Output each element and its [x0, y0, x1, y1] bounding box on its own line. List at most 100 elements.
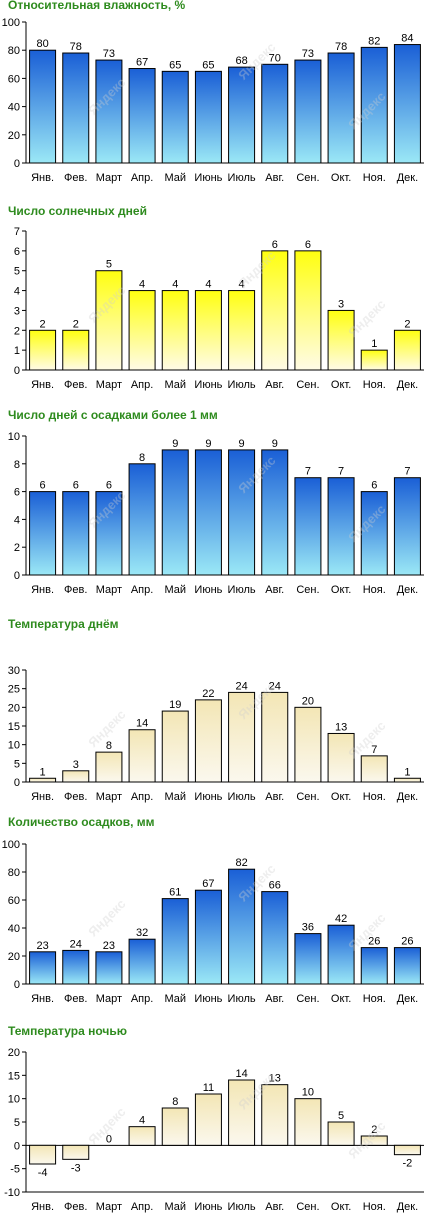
bar [228, 1079, 256, 1146]
x-tick-label: Июнь [194, 584, 222, 596]
chart-plot: 0 20 40 60 80 100 23 Янв. 24 Фев. 23 Март 32 Апр. 61 Ма… [2, 839, 424, 1005]
chart-title: Количество осадков, мм [8, 815, 155, 829]
x-tick-label: Фев. [64, 584, 87, 596]
x-tick-label: Март [96, 791, 122, 803]
bar [161, 290, 189, 371]
bar [228, 449, 256, 576]
y-tick-label: 40 [8, 102, 20, 114]
chart-title: Число солнечных дней [8, 204, 147, 218]
x-tick-label: Янв. [31, 172, 54, 184]
data-label: 3 [73, 759, 79, 771]
chart-title: Температура днём [8, 617, 119, 631]
chart-plot: 0 20 40 60 80 100 80 Янв. 78 Фев. 73 Март 67 Апр. 65 Ма… [2, 17, 424, 184]
data-label: 7 [371, 744, 377, 756]
x-tick-label: Ноя. [363, 584, 386, 596]
bar [194, 449, 222, 576]
data-label: 0 [106, 1133, 112, 1145]
data-label: 14 [235, 1068, 247, 1080]
bar [261, 449, 289, 576]
y-tick-label: 30 [8, 665, 20, 677]
x-tick-label: Фев. [64, 791, 87, 803]
chart-6: Температура ночью -10 -5 0 5 10 15 20 -4 Янв. -3 Фе… [0, 1024, 427, 1222]
data-label: 4 [172, 279, 178, 291]
data-label: 9 [172, 438, 178, 450]
x-tick-label: Янв. [31, 379, 54, 391]
y-tick-label: 80 [8, 45, 20, 57]
bar [294, 250, 322, 371]
data-label: 6 [106, 480, 112, 492]
data-label: 9 [272, 438, 278, 450]
data-label: 73 [103, 48, 115, 60]
chart-title: Относительная влажность, % [8, 0, 186, 12]
data-label: 2 [371, 1124, 377, 1136]
data-label: 36 [302, 922, 314, 934]
x-tick-label: Авг. [265, 1201, 284, 1213]
x-tick-label: Апр. [131, 791, 153, 803]
bar [261, 63, 289, 164]
chart-2: Число солнечных дней 0 1 2 3 4 5 6 7 2 Янв. 2 Фев. 5 М… [0, 204, 427, 400]
bar [228, 868, 256, 985]
data-label: 24 [269, 680, 281, 692]
bar [360, 491, 388, 576]
bar [62, 329, 90, 371]
bar [294, 1098, 322, 1146]
x-tick-label: Июль [228, 172, 256, 184]
y-tick-label: -10 [4, 1187, 20, 1199]
x-tick-label: Авг. [265, 993, 284, 1005]
bar [294, 477, 322, 576]
x-tick-label: Март [96, 172, 122, 184]
data-label: 70 [269, 52, 281, 64]
data-label: 7 [305, 466, 311, 478]
x-tick-label: Дек. [397, 1201, 418, 1213]
bar [161, 70, 189, 164]
chart-title: Температура ночью [8, 1024, 127, 1038]
data-label: 11 [203, 1082, 214, 1094]
bar [360, 46, 388, 164]
data-label: 4 [205, 279, 211, 291]
bar [29, 1144, 57, 1165]
x-tick-label: Сен. [296, 993, 319, 1005]
x-tick-label: Март [96, 993, 122, 1005]
chart-5: Количество осадков, мм 0 20 40 60 80 100 23 Янв.… [0, 815, 427, 1014]
bar [194, 70, 222, 164]
data-label: 1 [404, 766, 410, 778]
data-label: -3 [71, 1162, 81, 1174]
x-tick-label: Июнь [194, 791, 222, 803]
y-tick-label: 5 [14, 1117, 20, 1129]
bar [29, 951, 57, 985]
data-label: 32 [136, 927, 148, 939]
data-label: 6 [272, 239, 278, 251]
x-tick-label: Янв. [31, 1201, 54, 1213]
data-label: 7 [404, 466, 410, 478]
x-tick-label: Янв. [31, 584, 54, 596]
bar [360, 947, 388, 985]
data-label: 67 [136, 57, 148, 69]
x-tick-label: Окт. [331, 584, 351, 596]
bar [161, 898, 189, 985]
x-tick-label: Окт. [331, 791, 351, 803]
x-tick-label: Авг. [265, 379, 284, 391]
bar [128, 729, 156, 783]
y-tick-label: 0 [14, 979, 20, 991]
y-tick-label: 0 [14, 365, 20, 377]
y-tick-label: 15 [8, 1070, 20, 1082]
bar [261, 250, 289, 371]
data-label: 6 [305, 239, 311, 251]
y-tick-label: 5 [14, 266, 20, 278]
x-tick-label: Сен. [296, 1201, 319, 1213]
y-tick-label: 8 [14, 459, 20, 471]
bar [327, 732, 355, 783]
chart-plot: 0 5 10 15 20 25 30 1 Янв. 3 Фев. 8 Март 14 Апр. 19 Май 22… [8, 665, 424, 803]
data-label: 82 [235, 857, 247, 869]
data-label: -2 [403, 1158, 413, 1170]
data-label: 65 [202, 59, 214, 71]
bar [161, 1107, 189, 1146]
bar [62, 52, 90, 164]
data-label: 13 [269, 1073, 281, 1085]
data-label: -4 [38, 1167, 48, 1179]
bar [294, 933, 322, 985]
x-tick-label: Ноя. [363, 172, 386, 184]
x-tick-label: Дек. [397, 791, 418, 803]
data-label: 23 [103, 940, 115, 952]
y-tick-label: 100 [2, 839, 20, 851]
